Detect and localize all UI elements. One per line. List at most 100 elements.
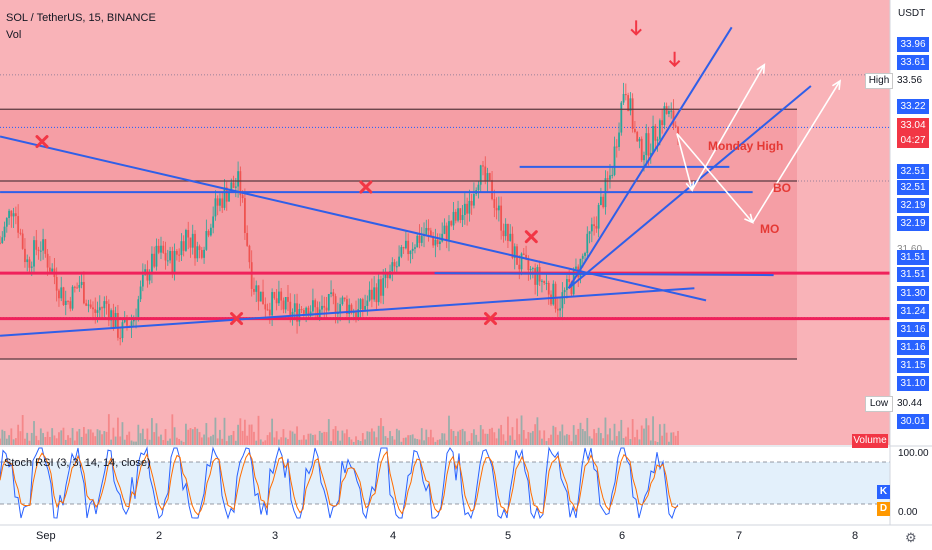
candle-body (55, 277, 58, 291)
volume-bar (674, 435, 677, 445)
volume-bars (0, 414, 679, 445)
price-tag: 31.24 (897, 304, 929, 319)
gear-icon[interactable]: ⚙ (905, 530, 917, 545)
volume-bar (164, 429, 167, 445)
candle-body (441, 233, 444, 242)
steep-channel-upper (567, 26, 733, 289)
candle-body (470, 200, 473, 206)
volume-bar (198, 432, 201, 445)
volume-bar (64, 439, 67, 445)
candle-body (275, 298, 278, 304)
volume-bar (559, 431, 561, 445)
volume-bar (17, 424, 20, 445)
candle-body (393, 262, 396, 267)
candle-body (520, 253, 523, 270)
candle-body (39, 250, 42, 252)
volume-bar (500, 424, 503, 445)
volume-bar (668, 441, 670, 445)
volume-bar (416, 439, 419, 445)
candle-body (570, 281, 573, 295)
candle-body (404, 240, 407, 249)
volume-bar (12, 439, 15, 445)
volume-bar (123, 439, 126, 445)
candle-body (545, 282, 548, 284)
stoch-rsi-pane (0, 446, 890, 520)
volume-bar (429, 429, 432, 445)
candle-body (425, 227, 428, 235)
volume-bar (463, 431, 466, 445)
volume-bar (318, 430, 321, 445)
volume-bar (618, 431, 620, 445)
volume-bar (513, 439, 516, 445)
candle-body (268, 309, 271, 316)
candle-body (87, 304, 90, 306)
volume-bar (613, 423, 616, 445)
x-tick: 3 (272, 530, 279, 542)
candle-body (196, 246, 199, 259)
volume-bar (448, 415, 450, 445)
volume-bar (180, 440, 183, 445)
candle-body (160, 245, 162, 253)
symbol-title: SOL / TetherUS, 15, BINANCE (6, 12, 156, 24)
trendlines (0, 26, 812, 337)
volume-bar (658, 424, 661, 445)
candle-body (479, 165, 482, 185)
volume-bar (259, 439, 262, 445)
volume-bar (126, 434, 128, 445)
volume-bar (595, 433, 598, 445)
candle-body (327, 294, 330, 311)
candle-body (119, 337, 122, 339)
volume-bar (443, 433, 446, 445)
candle-body (78, 285, 81, 288)
volume-bar (631, 419, 634, 445)
candle-body (674, 125, 677, 127)
candle-body (597, 204, 600, 229)
candle-body (473, 194, 475, 206)
volume-bar (94, 436, 97, 445)
volume-bar (58, 432, 60, 445)
volume-bar (629, 439, 632, 445)
volume-bar (323, 431, 326, 445)
volume-bar (402, 437, 405, 445)
candle-body (439, 241, 441, 245)
volume-bar (26, 432, 29, 445)
volume-bar (484, 433, 487, 445)
volume-bar (493, 432, 496, 445)
candle-body (509, 233, 512, 241)
candle-body (581, 255, 584, 259)
volume-bar (321, 432, 323, 445)
candle-body (101, 307, 103, 309)
x-tick: 4 (390, 530, 397, 542)
volume-bar (314, 434, 317, 445)
volume-bar (76, 431, 78, 445)
projection-arrow-mo (676, 132, 754, 224)
volume-bar (162, 440, 165, 445)
candle-body (35, 240, 38, 250)
candle-body (670, 110, 673, 112)
volume-bar (640, 425, 643, 445)
candle-body (459, 208, 462, 221)
volume-bar (343, 433, 346, 445)
volume-bar (348, 437, 351, 445)
candle-body (312, 300, 314, 312)
candle-body (262, 291, 264, 305)
candle-body (3, 226, 6, 238)
volume-bar (268, 432, 271, 445)
cross-marker (359, 180, 373, 194)
candle-body (638, 138, 641, 142)
candle-body (139, 286, 142, 300)
volume-bar (382, 426, 385, 445)
volume-bar (107, 414, 110, 445)
volume-bar (645, 418, 648, 445)
volume-bar (114, 436, 117, 445)
candle-body (541, 280, 543, 282)
candle-body (341, 297, 344, 305)
candle-body (468, 200, 471, 214)
candle-body (563, 290, 566, 293)
candle-body (495, 207, 498, 211)
candle-body (237, 171, 239, 187)
volume-bar (169, 438, 171, 445)
price-tag: 30.01 (897, 414, 929, 429)
candle-body (609, 175, 611, 180)
